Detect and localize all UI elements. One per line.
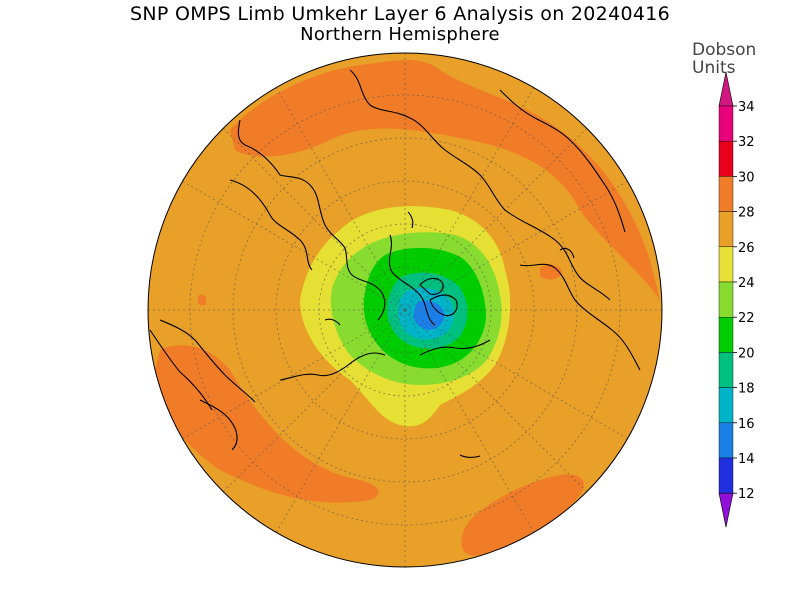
orange-band-southwest (150, 345, 379, 503)
colorbar-segment (718, 457, 734, 494)
graticule (148, 53, 662, 567)
colorbar-segment (718, 246, 734, 283)
colorbar-segment (718, 211, 734, 248)
orange-band-southeast (461, 474, 584, 556)
map-title: SNP OMPS Limb Umkehr Layer 6 Analysis on… (129, 3, 671, 25)
colorbar-top-arrow (718, 71, 734, 107)
colorbar-tick-label: 14 (738, 452, 755, 467)
colorbar-tick-label: 22 (738, 311, 755, 326)
orange-band-north (230, 60, 660, 300)
colorbar-tick-label: 16 (738, 417, 755, 432)
map-subtitle: Northern Hemisphere (300, 24, 500, 45)
colorbar-segment (718, 387, 734, 424)
orange-spot-west (197, 294, 207, 306)
colorbar-unit-label-2: Units (692, 58, 736, 78)
colorbar-tick-label: 18 (738, 382, 755, 397)
map-disk-outline (147, 52, 663, 568)
coastlines (149, 69, 641, 458)
colorbar-unit-label: Dobson (692, 40, 757, 60)
colorbar-segment (718, 176, 734, 212)
colorbar-tick-label: 20 (738, 346, 755, 361)
colorbar-tick-label: 24 (738, 276, 755, 291)
colorbar-tick-label: 28 (738, 206, 755, 221)
colorbar-tick-label: 12 (738, 487, 755, 502)
blue-contour (413, 300, 445, 330)
colorbar-tick-label: 32 (738, 135, 755, 150)
colorbar-segment (718, 317, 734, 353)
colorbar-segment (718, 352, 734, 388)
colorbar-segment (718, 281, 734, 318)
colorbar-segment (718, 422, 734, 459)
colorbar-tick-label: 34 (738, 100, 755, 115)
colorbar-tick-label: 26 (738, 241, 755, 256)
colorbar-segment (718, 105, 734, 142)
colorbar-tick-label: 30 (738, 170, 755, 185)
colorbar-segment (718, 140, 734, 177)
orange-spot-east (540, 264, 562, 280)
colorbar-bottom-arrow (718, 492, 734, 528)
